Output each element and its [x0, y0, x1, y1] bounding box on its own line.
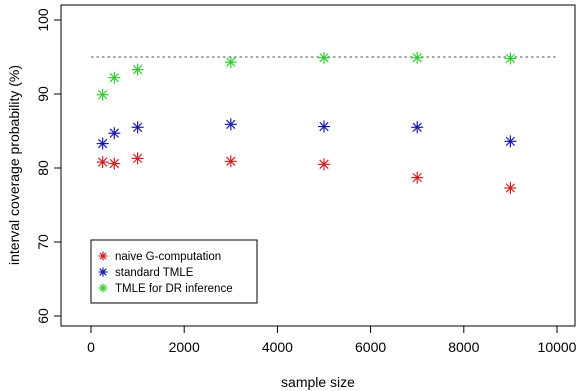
data-point [504, 52, 517, 65]
y-tick-label: 80 [35, 160, 51, 176]
x-tick-label: 6000 [355, 339, 386, 355]
data-point [96, 137, 109, 150]
data-point [131, 63, 144, 76]
data-point [108, 127, 121, 140]
x-tick-label: 4000 [262, 339, 293, 355]
x-tick-label: 2000 [169, 339, 200, 355]
legend-marker [98, 267, 108, 277]
legend-label: TMLE for DR inference [115, 283, 233, 295]
data-point [318, 120, 330, 133]
data-point [411, 121, 424, 134]
legend-marker [98, 251, 108, 261]
y-tick-label: 90 [35, 86, 51, 102]
y-axis-title: interval coverage probability (%) [6, 65, 22, 265]
data-point [96, 156, 109, 169]
x-tick-label: 0 [87, 339, 95, 355]
legend-marker [98, 283, 108, 293]
data-point [131, 152, 144, 165]
data-point [224, 118, 237, 131]
data-point [504, 181, 517, 194]
data-point [108, 157, 121, 170]
data-point [411, 171, 424, 184]
data-point [96, 88, 109, 101]
x-tick-label: 8000 [448, 339, 479, 355]
x-axis-title: sample size [281, 374, 355, 390]
legend-box [90, 239, 258, 304]
data-point [108, 71, 121, 84]
y-tick-label: 70 [35, 234, 51, 250]
data-point [504, 135, 517, 148]
legend-label: standard TMLE [115, 267, 194, 279]
x-axis: 0 2000 4000 6000 8000 10000 [87, 325, 577, 355]
data-points [96, 51, 517, 194]
y-tick-label: 100 [35, 8, 51, 32]
data-point [131, 121, 144, 134]
data-point [224, 155, 237, 168]
data-point [224, 56, 237, 69]
y-axis: 60 70 80 90 100 [35, 8, 62, 324]
data-point [318, 158, 330, 171]
x-tick-label: 10000 [538, 339, 577, 355]
data-point [318, 51, 330, 64]
legend: naive G-computation standard TMLE TMLE for… [90, 239, 258, 304]
legend-label: naive G-computation [115, 251, 221, 263]
data-point [411, 51, 424, 64]
y-tick-label: 60 [35, 308, 51, 324]
